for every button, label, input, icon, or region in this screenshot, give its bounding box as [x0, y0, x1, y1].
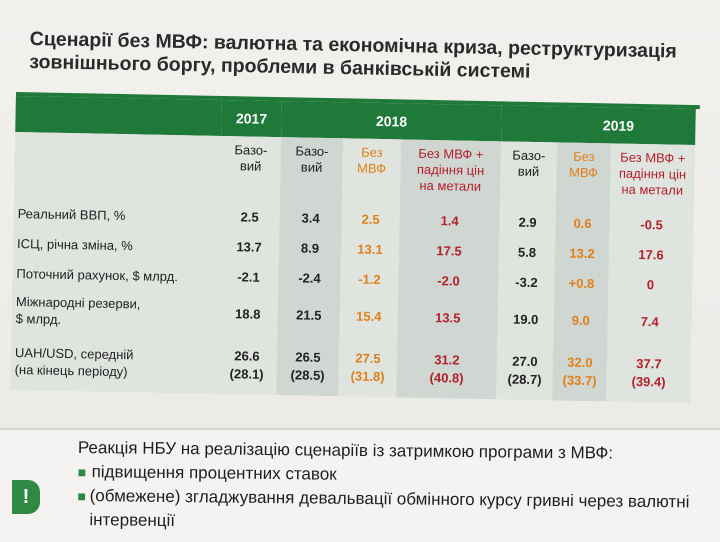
table-cell: 8.9 [278, 233, 342, 265]
nbu-reaction-note: Реакція НБУ на реалізацію сценаріїв із з… [77, 436, 698, 538]
scenario-table-wrap: 2017 2018 2019 Базо- вий Базо- вий Без МВФ… [10, 92, 704, 403]
table-cell: -2.0 [398, 265, 499, 298]
row-label: ІСЦ, річна зміна, % [12, 227, 220, 262]
table-cell: 21.5 [277, 293, 341, 339]
table-cell: 17.5 [398, 235, 500, 268]
table-cell: 27.5 (31.8) [338, 338, 398, 398]
nbu-reaction-box: ! Реакція НБУ на реалізацію сценаріїв із… [0, 428, 720, 542]
table-cell: 3.4 [279, 203, 342, 235]
bullet-dot-icon: ■ [77, 463, 87, 481]
table-cell: 26.6 (28.1) [216, 335, 278, 396]
table-cell: 27.0 (28.7) [496, 341, 554, 401]
row-label: UAH/USD, середній (на кінець періоду) [10, 331, 218, 394]
table-cell: 19.0 [497, 297, 555, 343]
scenario-table: 2017 2018 2019 Базо- вий Базо- вий Без МВФ… [10, 95, 696, 403]
table-cell: -0.5 [609, 209, 694, 242]
scenario-header: Базо- вий [219, 135, 282, 204]
year-2017: 2017 [221, 99, 282, 138]
table-cell: -3.2 [498, 267, 555, 299]
year-2019: 2019 [501, 105, 696, 146]
table-cell: 26.5 (28.5) [276, 337, 340, 397]
row-label: Поточний рахунок, $ млрд. [12, 257, 219, 292]
table-cell: 9.0 [553, 298, 609, 344]
table-cell: 13.7 [218, 231, 280, 264]
scenario-header: Базо- вий [279, 137, 344, 205]
table-cell: 0 [608, 269, 693, 302]
table-cell: 7.4 [607, 299, 693, 346]
scenario-header: Без МВФ [341, 138, 402, 206]
row-label: Реальний ВВП, % [13, 197, 220, 232]
table-cell: 5.8 [498, 237, 556, 269]
table-cell: 32.0 (33.7) [552, 342, 608, 402]
table-cell: 13.5 [397, 295, 499, 342]
table-cell: 1.4 [399, 205, 500, 238]
scenario-header: Без МВФ + падіння цін на метали [399, 139, 502, 208]
table-cell: 2.9 [499, 207, 556, 239]
table-cell: -2.4 [278, 263, 341, 295]
bullet-text: (обмежене) згладжування девальвації обмі… [89, 486, 690, 531]
table-cell: 15.4 [339, 294, 399, 340]
year-2018: 2018 [281, 101, 502, 142]
scenario-header: Базо- вий [499, 141, 558, 209]
slide-title: Сценарії без МВФ: валютна та економічна … [29, 28, 677, 83]
table-cell: 31.2 (40.8) [396, 339, 498, 400]
table-cell: 18.8 [217, 291, 279, 338]
table-cell: 2.5 [341, 204, 400, 236]
table-cell: 2.5 [219, 201, 280, 234]
table-cell: -1.2 [340, 264, 399, 296]
table-cell: 0.6 [555, 208, 610, 240]
table-row: UAH/USD, середній (на кінець періоду) 26.… [10, 331, 692, 403]
table-cell: +0.8 [554, 268, 609, 300]
row-label: Міжнародні резерви, $ млрд. [11, 287, 219, 336]
year-header-blank [15, 95, 222, 136]
table-cell: 37.7 (39.4) [606, 343, 692, 403]
table-cell: -2.1 [218, 261, 279, 294]
scenario-header: Без МВФ [555, 142, 612, 210]
bullet-item: ■ (обмежене) згладжування девальвації об… [77, 484, 697, 538]
table-cell: 13.1 [340, 234, 400, 266]
bullet-dot-icon: ■ [77, 487, 86, 505]
scenario-header-blank [13, 131, 222, 202]
scenario-header: Без МВФ + падіння цін на метали [609, 143, 696, 212]
bullet-text: підвищення процентних ставок [91, 462, 337, 484]
table-cell: 13.2 [554, 238, 610, 270]
table-cell: 17.6 [608, 239, 694, 272]
exclamation-icon: ! [12, 480, 40, 514]
